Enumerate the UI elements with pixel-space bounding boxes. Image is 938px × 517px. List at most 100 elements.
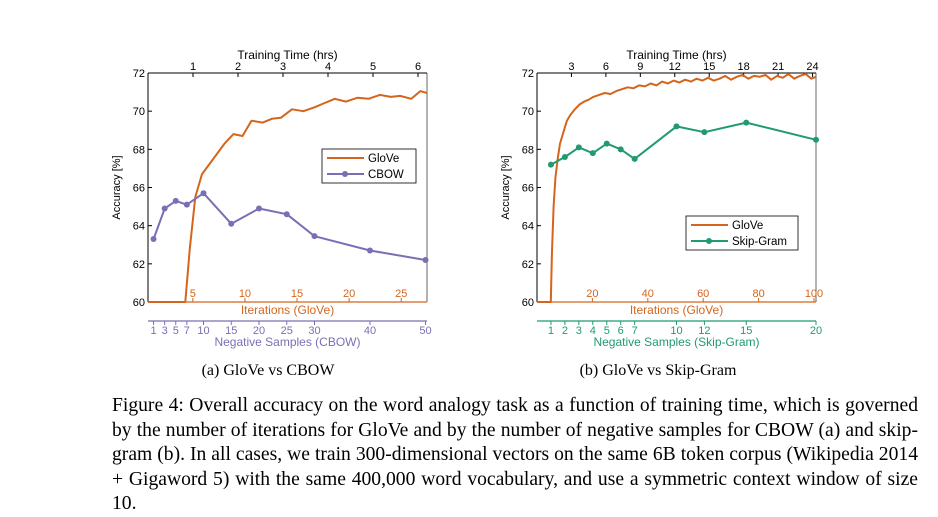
data-point-skip-gram	[561, 153, 568, 160]
samples-tick-label: 15	[225, 325, 237, 337]
y-tick-label: 60	[522, 297, 534, 309]
samples-tick-label: 50	[419, 325, 431, 337]
samples-tick-label: 2	[562, 325, 568, 337]
iterations-tick-label: 15	[291, 288, 303, 300]
samples-tick-label: 40	[364, 325, 376, 337]
y-axis-label: Accuracy [%]	[111, 155, 123, 219]
y-tick-label: 62	[522, 259, 534, 271]
samples-tick-label: 25	[281, 325, 293, 337]
samples-tick-label: 3	[576, 325, 582, 337]
y-tick-label: 64	[133, 221, 145, 233]
y-tick-label: 70	[133, 106, 145, 118]
samples-tick-label: 4	[590, 325, 596, 337]
samples-tick-label: 15	[740, 325, 752, 337]
data-point-skip-gram	[603, 140, 610, 147]
samples-tick-label: 5	[604, 325, 610, 337]
y-tick-label: 70	[522, 106, 534, 118]
samples-tick-label: 7	[184, 325, 190, 337]
y-tick-label: 66	[133, 183, 145, 195]
samples-tick-label: 3	[162, 325, 168, 337]
legend-label-glove: GloVe	[732, 220, 763, 232]
top-tick-label: 15	[703, 61, 715, 73]
data-point-cbow	[283, 211, 290, 218]
iterations-tick-label: 100	[805, 288, 823, 300]
legend-label-skip-gram: Skip-Gram	[732, 236, 787, 248]
samples-tick-label: 7	[632, 325, 638, 337]
top-tick-label: 4	[325, 61, 331, 73]
iterations-axis-label: Iterations (GloVe)	[630, 303, 723, 317]
top-tick-label: 6	[415, 61, 421, 73]
y-tick-label: 66	[522, 183, 534, 195]
top-tick-label: 3	[280, 61, 286, 73]
data-point-skip-gram	[575, 144, 582, 151]
data-point-skip-gram	[589, 150, 596, 157]
data-point-skip-gram	[701, 129, 708, 136]
data-point-skip-gram	[547, 161, 554, 168]
top-tick-label: 9	[637, 61, 643, 73]
data-point-cbow	[161, 205, 168, 212]
samples-tick-label: 5	[173, 325, 179, 337]
y-tick-label: 72	[133, 68, 145, 80]
chart-glove-vs-cbow: 60 62 64 66 68 70 72 Accuracy [%] 1 2 3 4 5 6 Training…	[111, 48, 432, 349]
top-tick-label: 2	[235, 61, 241, 73]
top-tick-label: 3	[568, 61, 574, 73]
legend-label-cbow: CBOW	[368, 169, 404, 181]
y-tick-label: 68	[522, 144, 534, 156]
legend-marker-cbow	[342, 171, 348, 177]
samples-tick-label: 20	[253, 325, 265, 337]
samples-tick-label: 10	[670, 325, 682, 337]
samples-axis-label: Negative Samples (Skip-Gram)	[593, 335, 759, 349]
iterations-tick-label: 20	[343, 288, 355, 300]
top-tick-label: 1	[190, 61, 196, 73]
top-tick-label: 24	[806, 61, 818, 73]
y-tick-label: 60	[133, 297, 145, 309]
samples-tick-label: 6	[618, 325, 624, 337]
data-point-cbow	[228, 220, 235, 227]
top-tick-label: 12	[669, 61, 681, 73]
data-point-cbow	[367, 247, 373, 254]
legend-box	[685, 215, 799, 251]
samples-axis-label: Negative Samples (CBOW)	[214, 335, 360, 349]
iterations-tick-label: 10	[239, 288, 251, 300]
legend-label-glove: GloVe	[368, 153, 399, 165]
series-line-skip-gram	[550, 121, 817, 166]
data-point-cbow	[256, 205, 262, 212]
top-axis-label: Training Time (hrs)	[237, 48, 337, 62]
top-tick-label: 18	[738, 61, 750, 73]
data-point-cbow	[150, 236, 157, 243]
top-tick-label: 6	[603, 61, 609, 73]
samples-tick-label: 20	[810, 325, 822, 337]
subcaption-b: (b) GloVe vs Skip-Gram	[579, 362, 737, 379]
samples-tick-label: 30	[308, 325, 320, 337]
iterations-tick-label: 40	[642, 288, 654, 300]
y-axis-label: Accuracy [%]	[500, 155, 512, 219]
iterations-tick-label: 5	[190, 288, 196, 300]
data-point-cbow	[172, 197, 179, 204]
series-line-glove	[537, 73, 817, 303]
data-point-skip-gram	[743, 119, 750, 126]
y-tick-label: 64	[522, 221, 534, 233]
top-tick-label: 5	[370, 61, 376, 73]
legend-box	[321, 148, 417, 184]
y-tick-label: 72	[522, 68, 534, 80]
data-point-skip-gram	[813, 136, 819, 143]
top-axis-label: Training Time (hrs)	[626, 48, 726, 62]
series-line-glove	[148, 90, 428, 303]
data-point-skip-gram	[673, 123, 680, 130]
figure-caption: Figure 4: Overall accuracy on the word a…	[112, 395, 918, 514]
iterations-tick-label: 60	[697, 288, 709, 300]
samples-tick-label: 1	[150, 325, 156, 337]
legend-marker-skip-gram	[706, 238, 712, 244]
data-point-cbow	[311, 233, 318, 240]
y-tick-label: 68	[133, 144, 145, 156]
iterations-tick-label: 25	[395, 288, 407, 300]
data-point-cbow	[183, 201, 190, 208]
data-point-cbow	[200, 190, 207, 197]
top-tick-label: 21	[772, 61, 784, 73]
samples-tick-label: 1	[548, 325, 554, 337]
data-point-skip-gram	[617, 146, 624, 153]
iterations-axis-label: Iterations (GloVe)	[241, 303, 334, 317]
subcaption-a: (a) GloVe vs CBOW	[201, 362, 335, 379]
samples-tick-label: 12	[698, 325, 710, 337]
iterations-tick-label: 80	[752, 288, 764, 300]
